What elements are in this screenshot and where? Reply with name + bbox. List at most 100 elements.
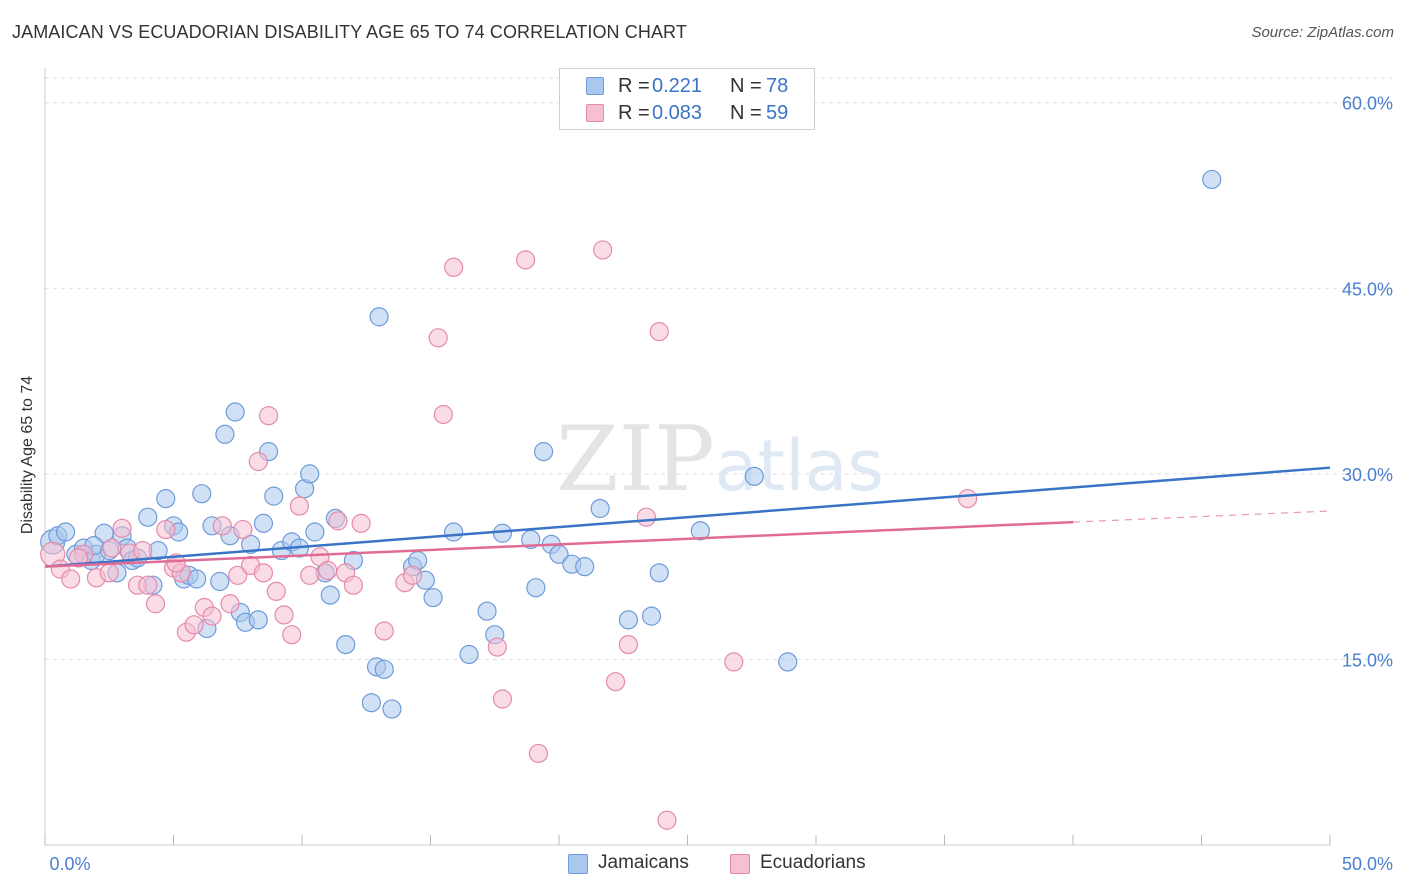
ecuadorian-point	[328, 511, 348, 531]
ecuadorian-point	[233, 519, 253, 540]
legend-r-label: R =	[618, 75, 650, 97]
correlation-legend: R = 0.221 N = 78 R = 0.083 N = 59	[559, 68, 815, 130]
y-tick-label: 45.0%	[1342, 279, 1393, 299]
ecuadorian-point	[145, 594, 166, 614]
ecuadorian-point	[282, 625, 302, 645]
bottom-legend-label: Jamaicans	[598, 852, 689, 873]
jamaican-point	[590, 498, 610, 519]
jamaican-point	[215, 424, 235, 444]
ecuadorian-trend-extension	[1072, 510, 1331, 523]
ecuadorian-point	[248, 451, 268, 472]
x-tick-label: 50.0%	[1342, 854, 1393, 874]
y-tick-label: 15.0%	[1342, 650, 1393, 670]
ecuadorian-trend-line	[44, 520, 1074, 568]
jamaican-point	[477, 601, 497, 621]
legend-r-value: 0.083	[652, 102, 703, 124]
jamaican-point	[241, 534, 261, 554]
ecuadorian-point	[228, 565, 248, 585]
ecuadorian-point	[258, 406, 279, 426]
jamaican-point	[444, 522, 464, 542]
legend-r-label: R =	[618, 102, 650, 124]
ecuadorian-point	[402, 565, 423, 585]
jamaican-point	[533, 442, 554, 462]
ecuadorian-point	[166, 553, 186, 573]
jamaican-point	[744, 466, 764, 486]
ecuadorian-point	[343, 575, 363, 595]
ecuadorian-point	[433, 404, 453, 425]
jamaican-point	[575, 557, 595, 577]
jamaican-trend-line	[44, 466, 1331, 568]
jamaican-point	[156, 489, 176, 509]
jamaican-point	[374, 659, 394, 679]
legend-n-value: 78	[766, 75, 789, 97]
ecuadorian-point	[958, 489, 978, 509]
ecuadorian-point	[289, 496, 310, 516]
ecuadorian-point	[649, 322, 669, 342]
bottom-legend-swatch-blue	[568, 854, 588, 874]
jamaican-point	[192, 484, 212, 504]
jamaican-point	[248, 610, 268, 630]
ecuadorian-point	[99, 563, 119, 583]
legend-r-value: 0.221	[652, 75, 703, 97]
ecuadorian-point	[374, 621, 394, 641]
ecuadorian-point	[528, 743, 549, 764]
jamaican-point	[778, 652, 798, 672]
jamaican-point	[361, 693, 381, 713]
ecuadorian-point	[515, 250, 536, 270]
chart-title: JAMAICAN VS ECUADORIAN DISABILITY AGE 65…	[12, 22, 687, 42]
bottom-legend-swatch-pink	[730, 854, 750, 874]
ecuadorian-point	[593, 240, 613, 260]
jamaican-point	[641, 606, 662, 626]
jamaican-point	[1202, 169, 1222, 190]
jamaican-point	[459, 644, 479, 665]
jamaican-point	[618, 610, 638, 630]
jamaican-point	[264, 486, 284, 506]
jamaican-point	[382, 699, 402, 719]
jamaican-point	[253, 513, 274, 533]
ecuadorian-point	[274, 605, 294, 625]
jamaican-point	[320, 585, 340, 605]
ecuadorian-point	[253, 563, 274, 583]
ecuadorian-point	[156, 519, 176, 540]
jamaican-point	[423, 587, 443, 608]
jamaican-point	[55, 522, 76, 542]
x-tick-label: 0.0%	[49, 854, 90, 874]
jamaican-point	[305, 522, 325, 542]
ecuadorian-point	[487, 637, 507, 657]
jamaican-point	[336, 634, 356, 655]
ecuadorian-point	[318, 560, 338, 580]
ecuadorian-point	[636, 507, 656, 527]
jamaican-point	[526, 578, 546, 598]
ecuadorian-point	[724, 652, 744, 672]
tick-label-layer: 15.0% 30.0% 45.0% 60.0% 0.0% 50.0%	[49, 94, 1393, 874]
ecuadorian-point	[212, 516, 232, 536]
axes-layer	[44, 68, 1331, 846]
ecuadorian-point	[300, 565, 320, 585]
ecuadorian-point	[102, 538, 122, 558]
trend-layer	[44, 466, 1331, 568]
ecuadorian-point	[220, 594, 240, 614]
watermark: ZIPatlas	[556, 407, 884, 512]
jamaican-point	[300, 464, 320, 484]
ecuadorian-point	[657, 810, 677, 830]
legend-swatch-pink	[586, 104, 604, 122]
legend-swatch-blue	[586, 77, 604, 95]
ecuadorian-point	[133, 540, 153, 561]
ecuadorian-point	[618, 634, 638, 655]
ecuadorian-point	[61, 569, 81, 589]
ecuadorian-point	[202, 606, 222, 626]
jamaican-point	[138, 507, 158, 527]
ecuadorian-point	[428, 328, 448, 348]
legend-n-label: N =	[730, 75, 762, 97]
source-label: Source: ZipAtlas.com	[1251, 24, 1394, 41]
ecuadorian-point	[266, 581, 286, 601]
jamaican-point	[369, 307, 389, 327]
legend-n-label: N =	[730, 102, 762, 124]
ecuadorian-point	[112, 518, 132, 538]
bottom-legend-label: Ecuadorians	[760, 852, 866, 873]
legend-n-value: 59	[766, 102, 789, 124]
jamaican-point	[690, 521, 710, 541]
jamaican-point	[210, 571, 230, 592]
y-tick-label: 30.0%	[1342, 465, 1393, 485]
